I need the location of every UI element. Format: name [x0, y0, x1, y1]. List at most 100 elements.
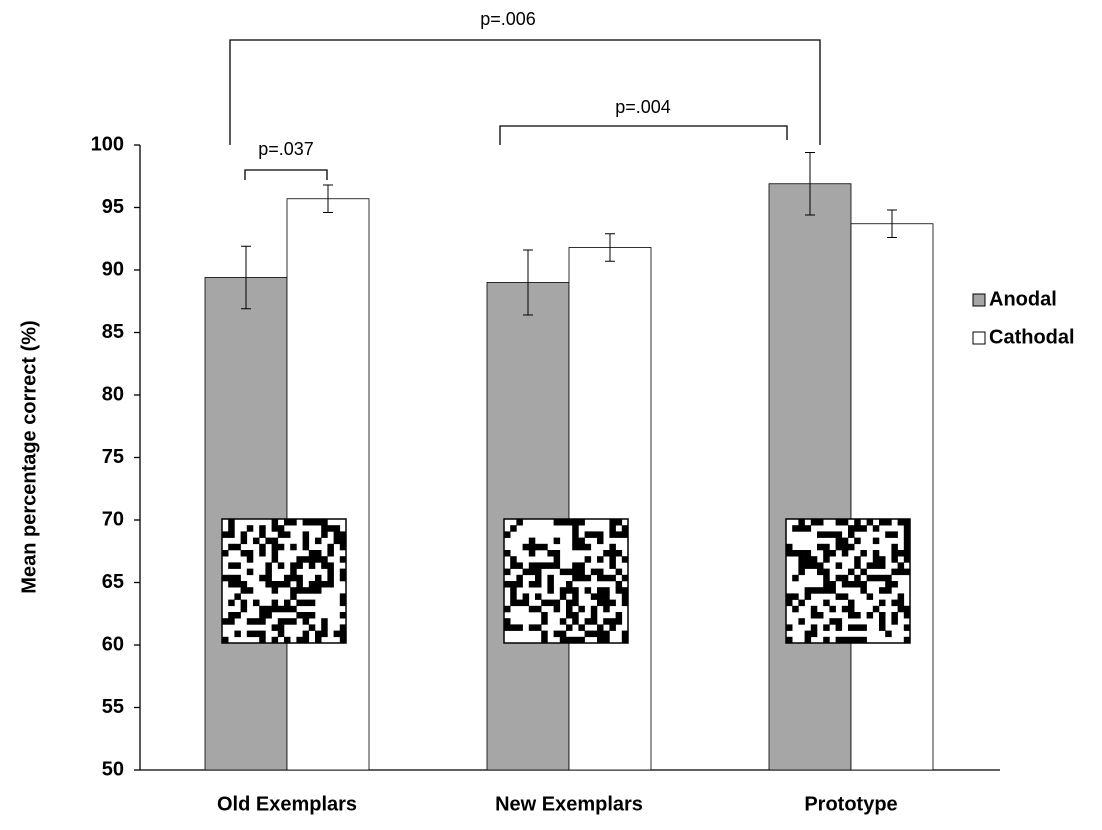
image-pixel: [541, 631, 548, 638]
image-pixel: [340, 593, 347, 600]
image-pixel: [879, 562, 886, 569]
image-pixel: [578, 519, 585, 526]
image-pixel: [529, 538, 536, 545]
image-pixel: [309, 600, 316, 607]
image-pixel: [259, 637, 266, 644]
image-pixel: [879, 618, 886, 625]
stimulus-image: [504, 519, 628, 643]
image-pixel: [278, 624, 285, 631]
image-pixel: [848, 624, 855, 631]
image-pixel: [622, 593, 629, 600]
image-pixel: [609, 544, 616, 551]
image-pixel: [798, 550, 805, 557]
image-pixel: [547, 600, 554, 607]
image-pixel: [879, 519, 886, 526]
image-pixel: [554, 606, 561, 613]
image-pixel: [290, 569, 297, 576]
image-pixel: [572, 593, 579, 600]
image-pixel: [885, 587, 892, 594]
image-pixel: [529, 562, 536, 569]
image-pixel: [578, 637, 585, 644]
image-pixel: [609, 562, 616, 569]
image-pixel: [510, 593, 517, 600]
image-pixel: [805, 587, 812, 594]
image-pixel: [315, 631, 322, 638]
image-pixel: [805, 631, 812, 638]
image-pixel: [560, 587, 567, 594]
image-pixel: [265, 575, 272, 582]
image-pixel: [535, 581, 542, 588]
image-pixel: [622, 631, 629, 638]
image-pixel: [340, 544, 347, 551]
image-pixel: [879, 600, 886, 607]
image-pixel: [867, 562, 874, 569]
image-pixel: [303, 631, 310, 638]
legend-label: Cathodal: [989, 326, 1075, 348]
image-pixel: [597, 538, 604, 545]
image-pixel: [529, 569, 536, 576]
image-pixel: [616, 581, 623, 588]
image-pixel: [616, 519, 623, 526]
legend-swatch: [973, 332, 985, 344]
image-pixel: [873, 550, 880, 557]
image-pixel: [510, 600, 517, 607]
image-pixel: [823, 600, 830, 607]
image-pixel: [259, 525, 266, 532]
image-pixel: [879, 575, 886, 582]
image-pixel: [284, 618, 291, 625]
image-pixel: [578, 544, 585, 551]
image-pixel: [842, 538, 849, 545]
image-pixel: [290, 587, 297, 594]
image-pixel: [854, 637, 861, 644]
image-pixel: [817, 519, 824, 526]
image-pixel: [848, 581, 855, 588]
image-pixel: [786, 624, 793, 631]
image-pixel: [253, 600, 260, 607]
image-pixel: [315, 575, 322, 582]
image-pixel: [510, 556, 517, 563]
image-pixel: [334, 538, 341, 545]
image-pixel: [272, 525, 279, 532]
image-pixel: [541, 612, 548, 619]
image-pixel: [241, 606, 248, 613]
image-pixel: [829, 618, 836, 625]
image-pixel: [616, 612, 623, 619]
image-pixel: [566, 581, 573, 588]
image-pixel: [228, 581, 235, 588]
image-pixel: [585, 544, 592, 551]
image-pixel: [259, 550, 266, 557]
image-pixel: [529, 624, 536, 631]
image-pixel: [327, 581, 334, 588]
image-pixel: [879, 587, 886, 594]
image-pixel: [904, 538, 911, 545]
image-pixel: [616, 569, 623, 576]
image-pixel: [603, 637, 610, 644]
image-pixel: [259, 544, 266, 551]
annotation: p=.004: [615, 97, 671, 117]
image-pixel: [529, 550, 536, 557]
image-pixel: [272, 637, 279, 644]
image-pixel: [247, 618, 254, 625]
image-pixel: [622, 525, 629, 532]
image-pixel: [241, 587, 248, 594]
image-pixel: [315, 587, 322, 594]
image-pixel: [572, 612, 579, 619]
y-tick-label: 70: [102, 508, 124, 530]
image-pixel: [842, 593, 849, 600]
image-pixel: [597, 569, 604, 576]
image-pixel: [303, 587, 310, 594]
image-pixel: [885, 631, 892, 638]
image-pixel: [842, 544, 849, 551]
image-pixel: [340, 538, 347, 545]
image-pixel: [560, 593, 567, 600]
image-pixel: [786, 637, 793, 644]
image-pixel: [535, 624, 542, 631]
image-pixel: [516, 624, 523, 631]
image-pixel: [842, 550, 849, 557]
image-pixel: [597, 637, 604, 644]
image-pixel: [805, 550, 812, 557]
image-pixel: [798, 562, 805, 569]
image-pixel: [554, 519, 561, 526]
image-pixel: [529, 544, 536, 551]
image-pixel: [867, 612, 874, 619]
